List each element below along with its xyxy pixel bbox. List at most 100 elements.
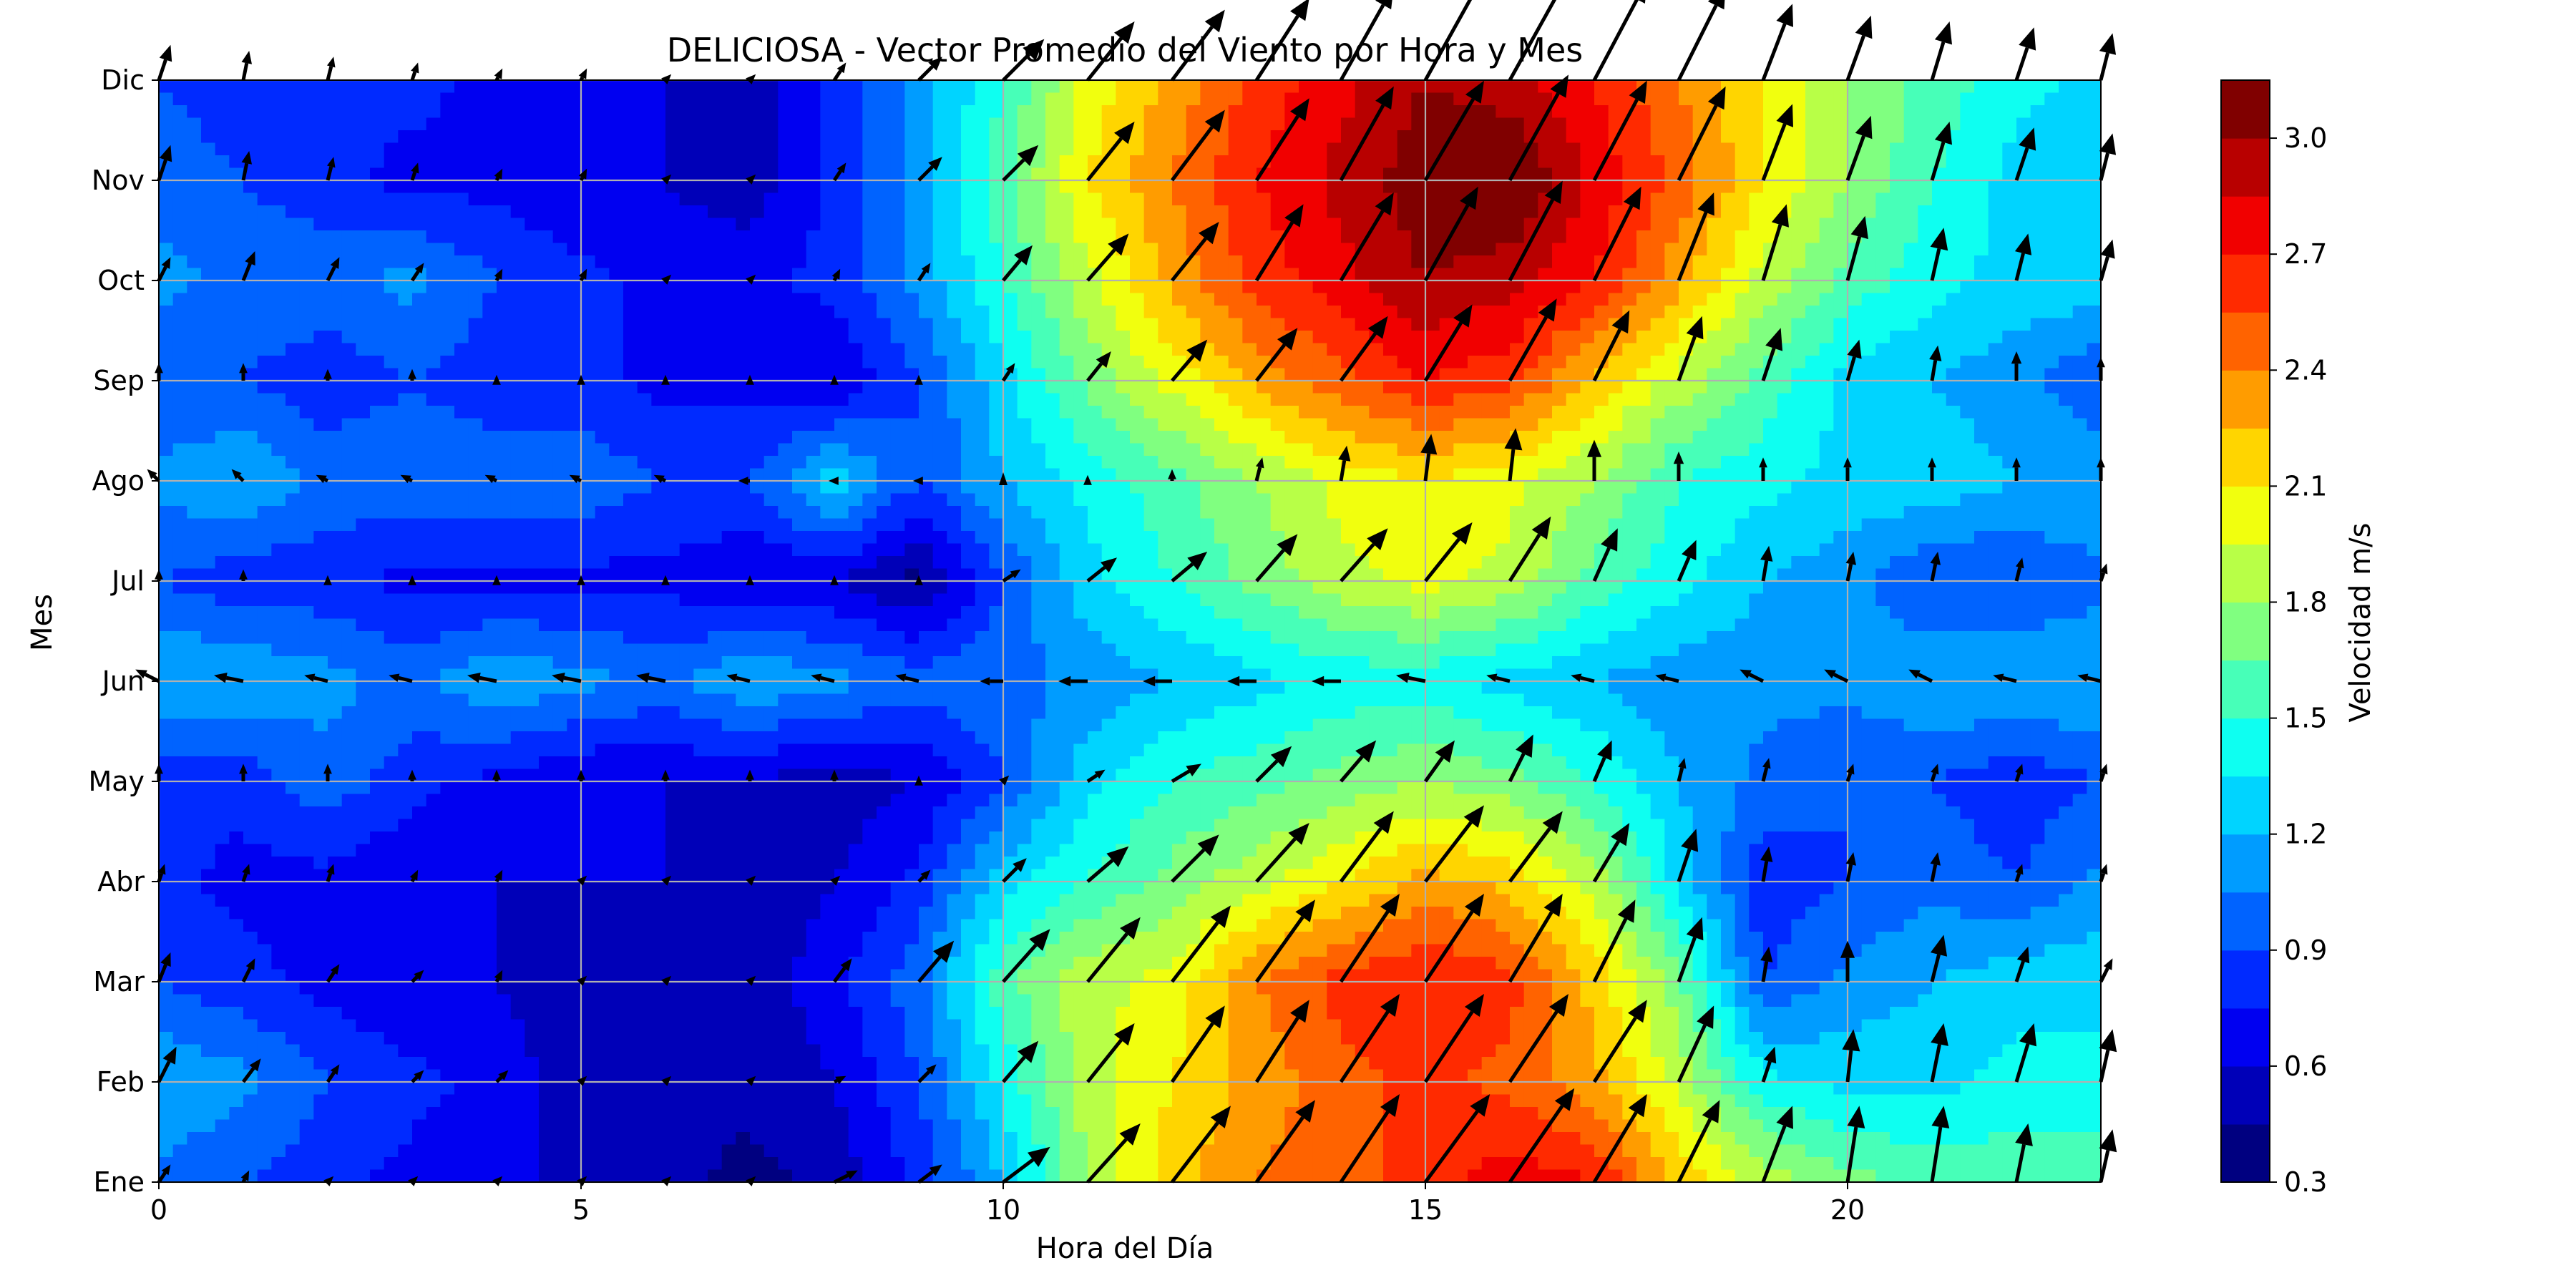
contour-cell: [708, 80, 723, 94]
contour-cell: [778, 381, 793, 394]
contour-cell: [229, 293, 244, 306]
contour-cell: [426, 142, 441, 156]
contour-cell: [1312, 431, 1328, 444]
contour-cell: [736, 243, 751, 256]
contour-cell: [1468, 431, 1483, 444]
contour-cell: [679, 443, 695, 457]
contour-cell: [172, 393, 188, 406]
contour-cell: [1496, 192, 1511, 206]
contour-cell: [1819, 481, 1835, 494]
contour-cell: [243, 356, 258, 369]
contour-cell: [778, 230, 793, 244]
contour-cell: [1341, 481, 1356, 494]
contour-cell: [539, 180, 554, 194]
contour-cell: [370, 531, 385, 545]
contour-cell: [1664, 368, 1679, 381]
contour-cell: [750, 481, 765, 494]
contour-cell: [341, 368, 357, 381]
contour-cell: [539, 393, 554, 406]
contour-cell: [1510, 406, 1525, 419]
contour-cell: [1186, 518, 1201, 532]
contour-cell: [1341, 418, 1356, 431]
contour-cell: [763, 130, 779, 144]
contour-cell: [1721, 243, 1736, 256]
contour-cell: [539, 306, 554, 319]
contour-cell: [1594, 192, 1609, 206]
contour-cell: [384, 331, 399, 344]
contour-cell: [313, 80, 328, 94]
contour-cell: [552, 406, 568, 419]
contour-cell: [877, 443, 892, 457]
contour-cell: [525, 381, 540, 394]
contour-cell: [1679, 218, 1694, 231]
contour-cell: [1299, 381, 1314, 394]
contour-cell: [313, 518, 328, 532]
contour-cell: [370, 318, 385, 331]
contour-cell: [862, 167, 877, 181]
contour-cell: [1214, 92, 1229, 106]
contour-cell: [1749, 205, 1764, 219]
contour-cell: [1819, 468, 1835, 482]
contour-cell: [1960, 155, 1975, 169]
contour-cell: [1496, 306, 1511, 319]
contour-cell: [595, 280, 610, 294]
contour-cell: [1791, 167, 1806, 181]
contour-cell: [1397, 192, 1413, 206]
contour-cell: [1721, 456, 1736, 469]
contour-cell: [1749, 293, 1764, 306]
contour-cell: [1130, 243, 1145, 256]
contour-cell: [1312, 331, 1328, 344]
contour-cell: [1636, 343, 1652, 356]
contour-cell: [1045, 381, 1060, 394]
contour-cell: [567, 243, 582, 256]
contour-cell: [1327, 280, 1342, 294]
contour-cell: [552, 306, 568, 319]
contour-cell: [862, 80, 877, 94]
contour-cell: [257, 531, 273, 545]
contour-cell: [651, 80, 666, 94]
contour-cell: [2044, 431, 2059, 444]
contour-cell: [1411, 306, 1426, 319]
contour-cell: [609, 167, 624, 181]
contour-cell: [1481, 80, 1497, 94]
contour-cell: [370, 443, 385, 457]
contour-cell: [721, 431, 737, 444]
contour-cell: [1270, 318, 1286, 331]
contour-cell: [1819, 105, 1835, 119]
contour-cell: [1749, 230, 1764, 244]
contour-cell: [1538, 506, 1553, 519]
contour-cell: [877, 243, 892, 256]
contour-cell: [243, 318, 258, 331]
contour-cell: [567, 230, 582, 244]
contour-cell: [567, 205, 582, 219]
contour-cell: [398, 393, 413, 406]
contour-cell: [1650, 243, 1666, 256]
contour-cell: [1707, 431, 1722, 444]
contour-cell: [750, 293, 765, 306]
contour-cell: [440, 406, 455, 419]
contour-cell: [1960, 381, 1975, 394]
contour-cell: [1875, 443, 1890, 457]
contour-cell: [1749, 518, 1764, 532]
contour-cell: [159, 381, 174, 394]
contour-cell: [187, 368, 202, 381]
contour-cell: [271, 218, 286, 231]
contour-cell: [2087, 130, 2102, 144]
contour-cell: [1143, 117, 1159, 131]
contour-cell: [1228, 117, 1244, 131]
contour-cell: [1327, 230, 1342, 244]
contour-cell: [426, 243, 441, 256]
contour-cell: [1270, 92, 1286, 106]
contour-cell: [820, 518, 835, 532]
contour-cell: [1158, 506, 1173, 519]
contour-cell: [1383, 393, 1398, 406]
contour-cell: [1791, 218, 1806, 231]
contour-cell: [1650, 493, 1666, 507]
contour-cell: [1214, 167, 1229, 181]
contour-cell: [651, 280, 666, 294]
contour-cell: [1523, 80, 1539, 94]
contour-cell: [1932, 493, 1947, 507]
contour-cell: [637, 468, 653, 482]
contour-cell: [1692, 393, 1708, 406]
contour-cell: [1622, 255, 1637, 269]
